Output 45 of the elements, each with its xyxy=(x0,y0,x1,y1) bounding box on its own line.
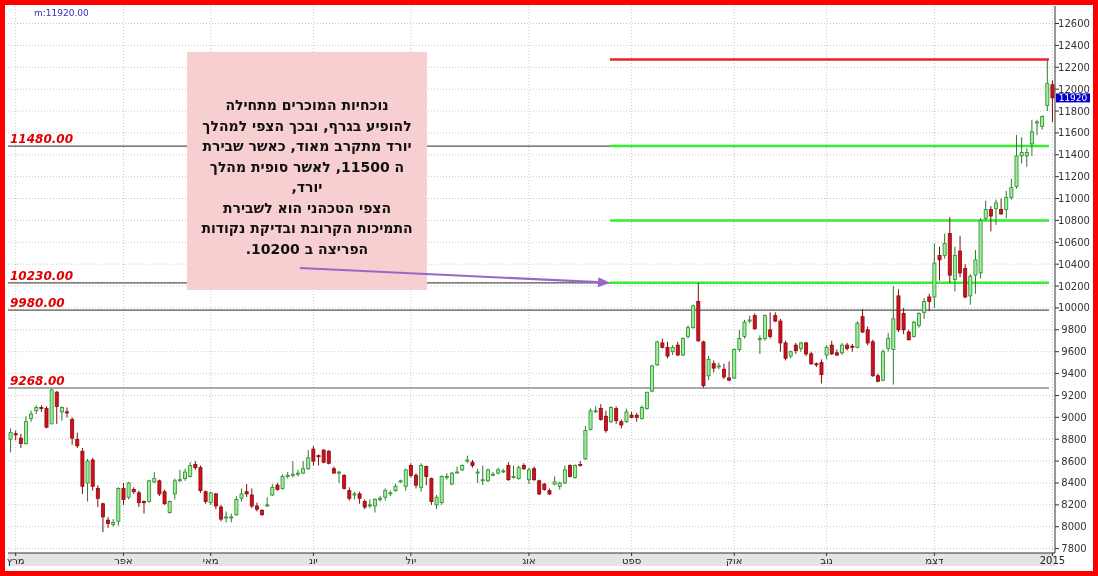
y-tick-label: 8000 xyxy=(1061,521,1087,533)
y-tick-label: 9400 xyxy=(1061,368,1087,380)
x-tick-label: אוק xyxy=(725,555,743,566)
ref-line-label: 11480.00 xyxy=(10,132,74,147)
y-tick-label: 11000 xyxy=(1058,193,1090,205)
annotation: m:11920.00 xyxy=(34,8,90,18)
y-tick-label: 11600 xyxy=(1058,127,1090,139)
x-tick-label: נוב xyxy=(820,555,833,566)
y-tick-label: 10400 xyxy=(1058,258,1090,270)
y-tick-label: 7800 xyxy=(1061,543,1087,555)
x-tick-label: אוג xyxy=(522,555,536,566)
y-tick-label: 11800 xyxy=(1058,105,1090,117)
y-tick-label: 9600 xyxy=(1061,346,1087,358)
x-tick-label: מאי xyxy=(202,555,219,566)
y-tick-label: 11200 xyxy=(1058,171,1090,183)
y-tick-label: 9200 xyxy=(1061,389,1087,401)
note: נוכחיות המוכרים מתחילה להופיע בגרף, ובכך הצפי למהלך יורד מתקרב מאוד, כאשר שבירת ה 11500, לאשר סופית מהלך יורד, הצפי הטכהני הוא לשבירת התמיכות הקרובת ובדיקת נקודות הפריצה ב 10200. xyxy=(187,52,427,290)
x-tick-label: ספט xyxy=(621,555,642,566)
y-tick-label: 11400 xyxy=(1058,149,1090,161)
y-tick-label: 12600 xyxy=(1058,18,1090,29)
x-tick-label: דצמ xyxy=(925,555,945,566)
x-tick-label: אפר xyxy=(114,555,133,566)
y-tick-label: 12000 xyxy=(1058,83,1090,95)
y-tick-label: 8200 xyxy=(1061,499,1087,511)
y-tick-label: 10000 xyxy=(1058,302,1090,314)
x-tick-label: 2015 xyxy=(1039,555,1066,566)
price-tag: 11920 xyxy=(1056,93,1090,104)
x-tick-label: יול xyxy=(405,555,417,566)
ref-line-label: 10230.00 xyxy=(10,268,74,283)
x-tick-label: יונ xyxy=(308,555,318,566)
y-tick-label: 8600 xyxy=(1061,455,1087,467)
y-tick-label: 12200 xyxy=(1058,61,1090,73)
y-tick-label: 10800 xyxy=(1058,214,1090,226)
y-tick-label: 8800 xyxy=(1061,433,1087,445)
y-tick-label: 12400 xyxy=(1058,39,1090,51)
y-tick-label: 8400 xyxy=(1061,477,1087,489)
y-tick-label: 9000 xyxy=(1061,411,1087,423)
x-tick-label: מרץ xyxy=(6,555,25,566)
y-tick-label: 10600 xyxy=(1058,236,1090,248)
ref-line: 9268.00 xyxy=(7,374,1050,389)
ref-line-label: 9268.00 xyxy=(10,374,65,389)
y-tick-label: 10200 xyxy=(1058,280,1090,292)
y-tick-label: 9800 xyxy=(1061,324,1087,336)
ref-line: 9980.00 xyxy=(7,296,1050,311)
ref-line-label: 9980.00 xyxy=(10,296,65,311)
